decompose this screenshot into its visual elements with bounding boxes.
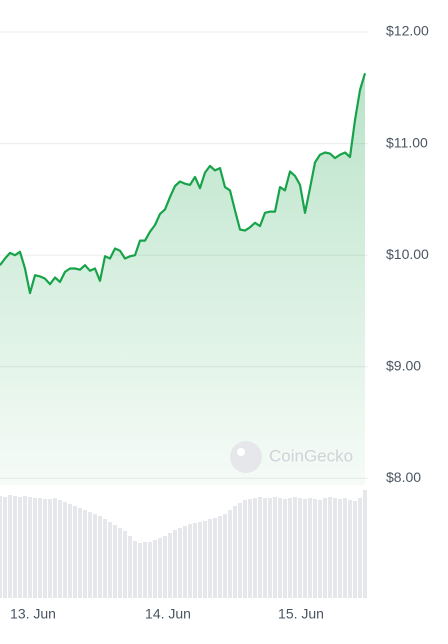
volume-bar	[273, 497, 277, 598]
volume-bar	[178, 528, 182, 598]
volume-bar	[123, 531, 127, 598]
volume-bar	[198, 522, 202, 598]
volume-bar	[68, 504, 72, 598]
volume-bar	[58, 500, 62, 598]
volume-bar	[223, 514, 227, 598]
volume-bar	[348, 500, 352, 598]
volume-bar	[333, 498, 337, 598]
volume-bar	[138, 543, 142, 598]
y-tick-label: $8.00	[386, 469, 421, 485]
volume-bar	[93, 514, 97, 598]
volume-bar	[208, 519, 212, 598]
volume-bar	[78, 508, 82, 598]
x-tick-label: 15. Jun	[278, 606, 324, 622]
y-tick-label: $11.00	[386, 134, 428, 150]
volume-bar	[128, 536, 132, 598]
volume-bar	[133, 541, 137, 598]
volume-bar	[238, 503, 242, 598]
volume-bar	[298, 498, 302, 598]
volume-bar	[0, 496, 2, 598]
volume-bar	[23, 496, 27, 598]
volume-bar	[88, 512, 92, 598]
volume-bar	[253, 498, 257, 598]
volume-bar	[188, 524, 192, 598]
volume-bar	[113, 525, 117, 598]
volume-bar	[358, 498, 362, 598]
volume-bar	[153, 540, 157, 598]
volume-bar	[63, 502, 67, 598]
x-tick-label: 14. Jun	[145, 606, 191, 622]
volume-bar	[43, 499, 47, 598]
volume-bar	[183, 526, 187, 598]
volume-bar	[28, 497, 32, 598]
watermark: CoinGecko	[230, 441, 353, 473]
watermark-logo-eye	[237, 448, 245, 456]
volume-bar	[218, 516, 222, 598]
y-tick-label: $10.00	[386, 246, 429, 262]
volume-bar	[318, 500, 322, 598]
volume-bar	[53, 498, 57, 598]
volume-bar	[193, 523, 197, 598]
area	[0, 73, 365, 486]
x-tick-label: 13. Jun	[10, 606, 56, 622]
volume-bar	[8, 495, 12, 598]
volume-bar	[213, 518, 217, 598]
volume-bar	[38, 498, 42, 598]
volume-bar	[233, 506, 237, 598]
volume-bar	[73, 506, 77, 598]
volume-bar	[148, 542, 152, 598]
volume-bar	[108, 522, 112, 598]
y-tick-label: $12.00	[386, 23, 429, 39]
volume-bar	[168, 533, 172, 598]
volume-bar	[18, 497, 22, 598]
volume-bar	[268, 498, 272, 598]
volume-bar	[293, 497, 297, 598]
volume-bar	[328, 497, 332, 598]
volume-bar	[263, 498, 267, 598]
volume-bar	[48, 499, 52, 598]
volume-bar	[98, 516, 102, 598]
volume-bar	[343, 498, 347, 598]
volume-bar	[13, 496, 17, 598]
y-tick-label: $9.00	[386, 357, 421, 373]
volume-bar	[33, 498, 37, 598]
volume-bar	[283, 499, 287, 598]
volume-bar	[288, 498, 292, 598]
volume-bar	[203, 521, 207, 598]
volume-bar	[243, 500, 247, 598]
volume-bar	[353, 501, 357, 598]
volume-bar	[338, 499, 342, 598]
volume-bar	[308, 498, 312, 598]
volume-bar	[313, 499, 317, 598]
volume-bar	[228, 510, 232, 598]
volume-bar	[323, 498, 327, 598]
watermark-text: CoinGecko	[269, 446, 353, 465]
volume-bar	[363, 490, 367, 598]
volume-bar	[258, 497, 262, 598]
volume-bar	[303, 499, 307, 598]
volume-bar	[158, 538, 162, 598]
volume-bar	[103, 519, 107, 598]
volume-bar	[278, 498, 282, 598]
volume-bar	[173, 530, 177, 598]
volume-bar	[143, 542, 147, 598]
price-line	[0, 72, 367, 295]
volume-bar	[248, 499, 252, 598]
volume-bar	[83, 510, 87, 598]
watermark-logo	[230, 441, 262, 473]
volume-bar	[163, 536, 167, 598]
volume-bar	[118, 528, 122, 598]
volume-bar	[3, 497, 7, 598]
